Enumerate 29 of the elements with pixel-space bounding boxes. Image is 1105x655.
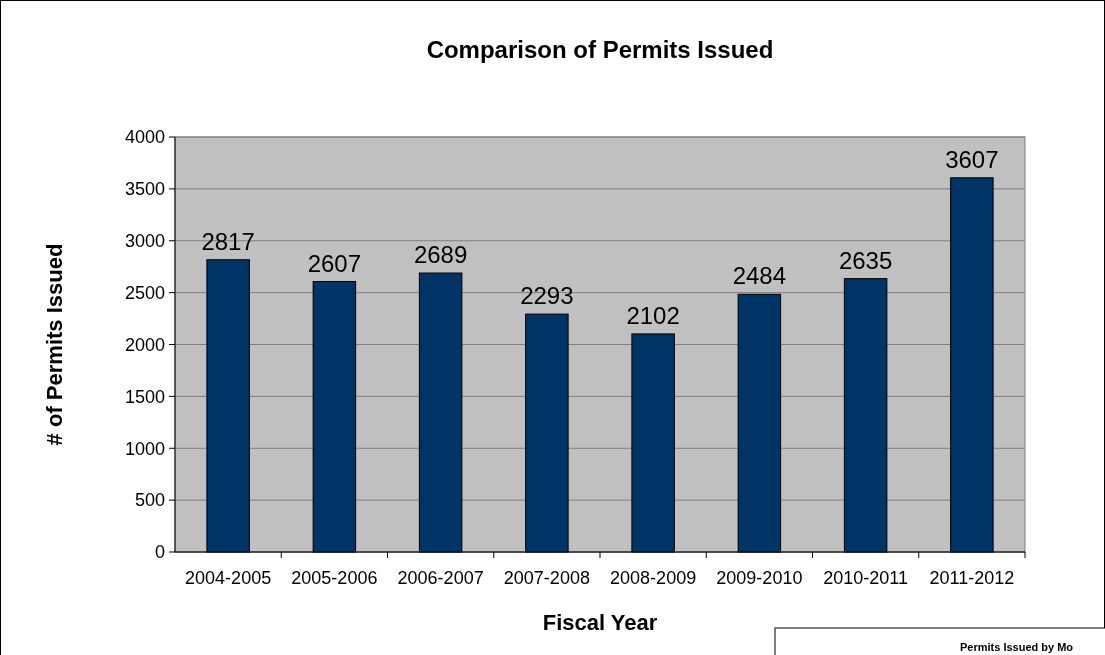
- x-tick-label: 2004-2005: [185, 568, 272, 588]
- x-tick-label: 2010-2011: [823, 568, 908, 588]
- data-label: 2607: [307, 249, 362, 277]
- y-tick-label: 3000: [124, 231, 165, 252]
- x-tick-label: 2009-2010: [716, 568, 803, 588]
- y-tick-label: 500: [134, 490, 165, 511]
- y-tick-label: 0: [154, 542, 165, 563]
- x-tick-label: 2011-2012: [929, 568, 1015, 588]
- text: Permits Issued by Mo: [960, 641, 1074, 653]
- x-axis-title: Fiscal Year: [542, 610, 658, 635]
- y-axis-title: # of Permits Issued: [42, 243, 67, 446]
- y-tick-label: 2000: [124, 334, 165, 355]
- y-tick-label: 1000: [124, 438, 165, 459]
- x-tick-label: 2005-2006: [291, 568, 378, 588]
- y-tick-label: 1500: [124, 386, 165, 407]
- data-label: 2484: [732, 262, 787, 290]
- data-label: 2102: [626, 301, 680, 329]
- data-label: 2689: [413, 241, 468, 269]
- data-label: 2635: [838, 246, 893, 274]
- y-tick-label: 4000: [124, 127, 165, 148]
- y-tick-label: 3500: [124, 179, 165, 200]
- x-tick-label: 2006-2007: [397, 568, 484, 588]
- y-tick-label: 2500: [124, 282, 165, 303]
- chart-title: Comparison of Permits Issued: [426, 36, 774, 63]
- data-label: 2817: [201, 227, 255, 255]
- data-label: 3607: [945, 145, 999, 173]
- x-tick-label: 2007-2008: [503, 568, 590, 588]
- x-tick-label: 2008-2009: [610, 568, 697, 588]
- data-label: 2293: [520, 282, 574, 310]
